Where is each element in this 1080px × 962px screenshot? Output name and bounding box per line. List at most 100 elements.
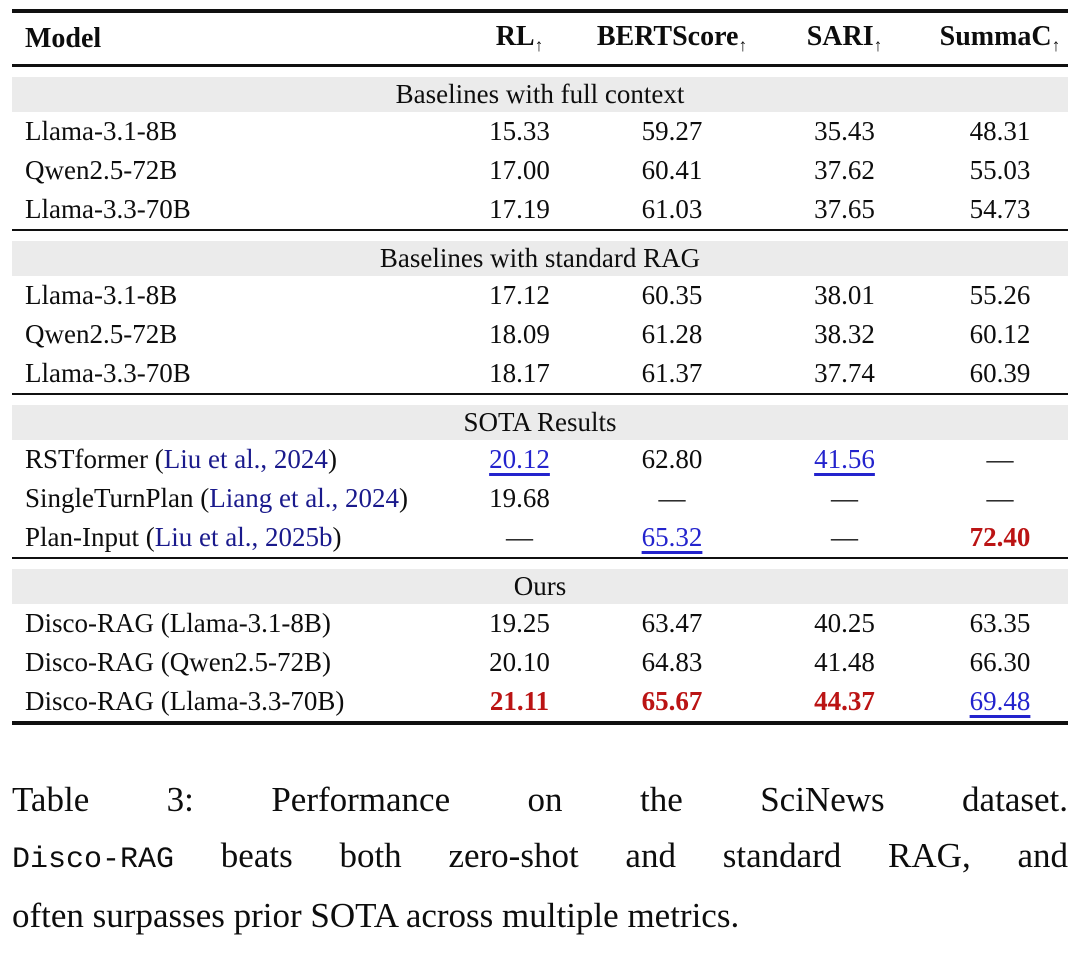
metric-value: 59.27	[641, 116, 703, 146]
model-name-suffix: )	[327, 444, 337, 474]
metric-value: 61.37	[641, 358, 703, 388]
model-cell: Llama-3.3-70B	[12, 358, 452, 389]
table-row: Disco-RAG (Llama-3.3-70B) 21.11 65.67 44.37…	[12, 682, 1068, 721]
section-rule	[12, 393, 1068, 395]
metric-value: 35.43	[814, 116, 875, 146]
metric-value: —	[831, 522, 858, 552]
up-arrow-icon: ↑	[738, 36, 748, 56]
table-row: RSTformer (Liu et al., 2024) 20.12 62.80 41…	[12, 440, 1068, 479]
model-name: Llama-3.3-70B	[25, 194, 191, 224]
column-header-label: SummaC	[939, 20, 1052, 52]
metric-value: —	[986, 444, 1014, 474]
model-name: Disco-RAG (Llama-3.3-70B)	[25, 686, 345, 716]
metric-value: 15.33	[489, 116, 550, 146]
metric-value: 21.11	[489, 686, 550, 716]
model-name: Qwen2.5-72B	[25, 319, 178, 349]
metric-value: 60.35	[641, 280, 703, 310]
metric-value: 60.39	[969, 358, 1031, 388]
section-gap	[12, 67, 1068, 77]
metric-value: 20.12	[489, 444, 550, 474]
table-body: Baselines with full context Llama-3.1-8B 1…	[12, 67, 1068, 725]
table-row: Qwen2.5-72B 17.00 60.41 37.62 55.03	[12, 151, 1068, 190]
model-name: Llama-3.1-8B	[25, 280, 178, 310]
up-arrow-icon: ↑	[1051, 36, 1061, 56]
section-title: Ours	[12, 569, 1068, 604]
caption-line: Disco-RAG beats both zero-shot and stand…	[12, 828, 1068, 888]
metric-value: 72.40	[969, 522, 1031, 552]
column-header-label: SARI	[806, 20, 874, 52]
metric-value: 37.74	[814, 358, 875, 388]
column-header-summac: SummaC↑	[932, 21, 1068, 56]
metric-value: 63.47	[641, 608, 703, 638]
column-header-label: RL	[495, 20, 535, 52]
section-rule	[12, 229, 1068, 231]
metric-value: 65.32	[641, 522, 703, 552]
table-row: Llama-3.1-8B 15.33 59.27 35.43 48.31	[12, 112, 1068, 151]
metric-value: 37.62	[814, 155, 875, 185]
section-gap	[12, 395, 1068, 405]
metric-value: —	[831, 483, 858, 513]
model-cell: Llama-3.1-8B	[12, 280, 452, 311]
model-name-suffix: )	[398, 483, 408, 513]
model-cell: Disco-RAG (Qwen2.5-72B)	[12, 647, 452, 678]
metric-value: 62.80	[641, 444, 703, 474]
metric-value: 61.03	[641, 194, 703, 224]
model-cell: Plan-Input (Liu et al., 2025b)	[12, 522, 452, 553]
metric-value: 40.25	[814, 608, 875, 638]
metric-value: —	[986, 483, 1014, 513]
metric-value: 20.10	[489, 647, 550, 677]
column-header-model: Model	[25, 22, 102, 54]
table-top-rule	[12, 9, 1068, 13]
metric-value: 54.73	[969, 194, 1031, 224]
caption-line: Table 3: Performance on the SciNews data…	[12, 780, 1068, 819]
metric-value: 17.00	[489, 155, 550, 185]
section-title: Baselines with full context	[12, 77, 1068, 112]
table-row: Plan-Input (Liu et al., 2025b) — 65.32 — 72.…	[12, 518, 1068, 557]
section-gap	[12, 231, 1068, 241]
metric-value: 65.67	[641, 686, 703, 716]
section-rule	[12, 557, 1068, 559]
caption-line: often surpasses prior SOTA across multip…	[12, 896, 740, 935]
model-cell: Llama-3.3-70B	[12, 194, 452, 225]
column-header-rl: RL↑	[452, 21, 587, 56]
model-name: Plan-Input (	[25, 522, 155, 552]
model-cell: Qwen2.5-72B	[12, 319, 452, 350]
metric-value: 64.83	[641, 647, 703, 677]
citation-link[interactable]: Liang et al., 2024	[209, 483, 399, 513]
model-cell: Disco-RAG (Llama-3.1-8B)	[12, 608, 452, 639]
table-bottom-rule	[12, 721, 1068, 725]
metric-value: 18.17	[489, 358, 550, 388]
metric-value: 60.12	[969, 319, 1031, 349]
model-name: Llama-3.3-70B	[25, 358, 191, 388]
metric-value: 19.25	[489, 608, 550, 638]
results-table: Model RL↑ BERTScore↑ SARI↑ SummaC↑ Basel…	[12, 9, 1068, 725]
column-header-label: BERTScore	[596, 20, 739, 52]
model-name: Disco-RAG (Llama-3.1-8B)	[25, 608, 331, 638]
table-row: SingleTurnPlan (Liang et al., 2024) 19.68…	[12, 479, 1068, 518]
model-name-suffix: )	[332, 522, 342, 552]
table-row: Qwen2.5-72B 18.09 61.28 38.32 60.12	[12, 315, 1068, 354]
citation-link[interactable]: Liu et al., 2025b	[154, 522, 333, 552]
metric-value: 19.68	[489, 483, 550, 513]
model-cell: Qwen2.5-72B	[12, 155, 452, 186]
metric-value: 55.26	[969, 280, 1031, 310]
table-row: Llama-3.3-70B 17.19 61.03 37.65 54.73	[12, 190, 1068, 229]
metric-value: 17.12	[489, 280, 550, 310]
metric-value: 48.31	[969, 116, 1031, 146]
metric-value: 69.48	[969, 686, 1031, 716]
metric-value: 41.48	[814, 647, 875, 677]
up-arrow-icon: ↑	[534, 36, 544, 56]
citation-link[interactable]: Liu et al., 2024	[163, 444, 328, 474]
model-cell: Disco-RAG (Llama-3.3-70B)	[12, 686, 452, 717]
caption-code-term: Disco-RAG	[12, 843, 175, 877]
metric-value: 66.30	[969, 647, 1031, 677]
section-title: Baselines with standard RAG	[12, 241, 1068, 276]
table-row: Llama-3.3-70B 18.17 61.37 37.74 60.39	[12, 354, 1068, 393]
caption-text: beats both zero-shot and standard RAG, a…	[174, 836, 1068, 875]
metric-value: —	[506, 522, 533, 552]
model-name: Qwen2.5-72B	[25, 155, 178, 185]
up-arrow-icon: ↑	[873, 36, 883, 56]
table-row: Disco-RAG (Llama-3.1-8B) 19.25 63.47 40.25 6…	[12, 604, 1068, 643]
column-header-bertscore: BERTScore↑	[587, 21, 757, 56]
metric-value: —	[658, 483, 686, 513]
